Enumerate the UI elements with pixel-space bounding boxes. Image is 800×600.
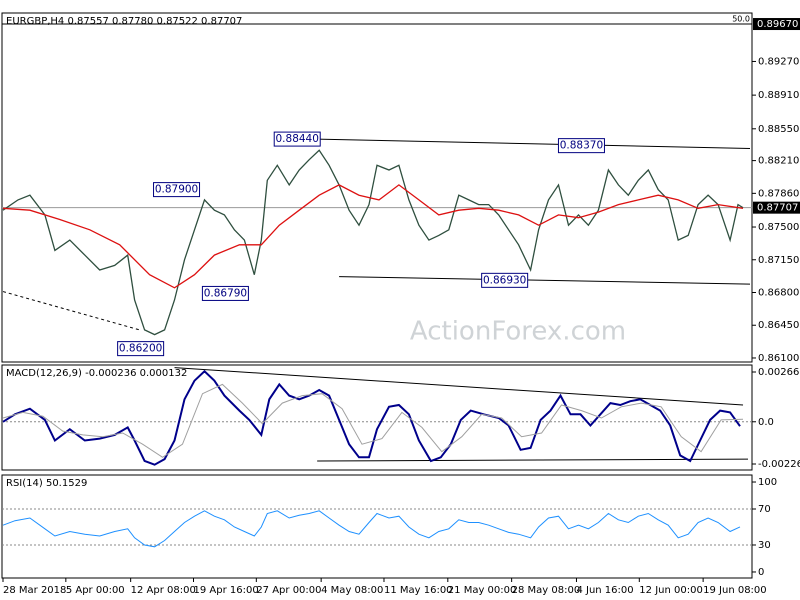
x-tick-label: 4 May 08:00 [321,585,383,596]
series-line [2,383,744,458]
x-tick-label: 19 Apr 16:00 [193,585,258,596]
y-tick-label: 0 [758,567,764,578]
annotation-box [557,138,605,154]
y-tick-label: 0.89270 [758,56,799,67]
panel-title: MACD(12,26,9) -0.000236 0.000132 [6,368,187,379]
y-tick-label: 100 [758,477,777,488]
panel-frame [1,12,753,363]
x-tick-label: 5 Apr 00:00 [66,585,125,596]
panel-frame [1,364,753,471]
price-label-box [753,18,800,31]
x-tick-label: 28 Mar 2018 [3,585,66,596]
price-label-box [753,201,800,214]
x-tick-label: 11 May 16:00 [384,585,453,596]
annotation-box [481,272,529,288]
annotation-label: 0.86930 [483,274,526,286]
y-tick-label: 0.87150 [758,255,799,266]
trend-line [317,138,751,149]
price-label: 0.89670 [757,19,798,30]
y-tick-label: 0.88550 [758,124,799,135]
y-tick-label: 0.87860 [758,188,799,199]
annotation-label: 0.86790 [204,287,247,299]
y-tick-label: 0.88910 [758,90,799,101]
x-tick-label: 27 Apr 00:00 [256,585,321,596]
annotation-box [201,285,249,301]
y-tick-label: 0.86450 [758,320,799,331]
x-tick-label: 4 Jun 16:00 [576,585,633,596]
y-tick-label: 0.0 [758,417,774,428]
x-tick-label: 21 May 00:00 [448,585,517,596]
y-tick-label: 0.88210 [758,156,799,167]
trend-line [339,276,751,285]
annotation-box [153,182,201,198]
panel-title: RSI(14) 50.1529 [6,478,87,489]
series-line [2,149,744,336]
y-tick-label: 30 [758,540,771,551]
x-tick-label: 28 May 08:00 [512,585,581,596]
annotation-label: 0.88370 [560,140,603,152]
annotation-label: 0.86200 [119,343,162,355]
panel-title: EURGBP,H4 0.87557 0.87780 0.87522 0.8770… [6,16,242,27]
y-tick-label: -0.00226 [758,459,800,470]
annotation-box [273,131,321,147]
series-line [2,184,744,289]
price-label: 0.87707 [757,203,798,214]
y-tick-label: 0.002663 [758,367,800,378]
x-tick-label: 12 Jun 00:00 [639,585,703,596]
y-tick-label: 70 [758,504,771,515]
trend-line [317,458,749,462]
y-tick-label: 0.87500 [758,222,799,233]
x-tick-label: 12 Apr 08:00 [131,585,196,596]
series-line [2,369,741,466]
panel-frame [1,474,753,579]
x-tick-label: 19 Jun 08:00 [703,585,767,596]
fib-label: 50.0 [732,15,750,24]
series-line [2,510,741,548]
annotation-label: 0.87900 [155,184,198,196]
annotation-label: 0.88440 [276,133,319,145]
y-tick-label: 0.86800 [758,287,799,298]
trend-line [174,367,744,406]
y-tick-label: 0.86100 [758,353,799,364]
watermark: ActionForex.com [410,317,626,347]
annotation-box [117,341,165,357]
